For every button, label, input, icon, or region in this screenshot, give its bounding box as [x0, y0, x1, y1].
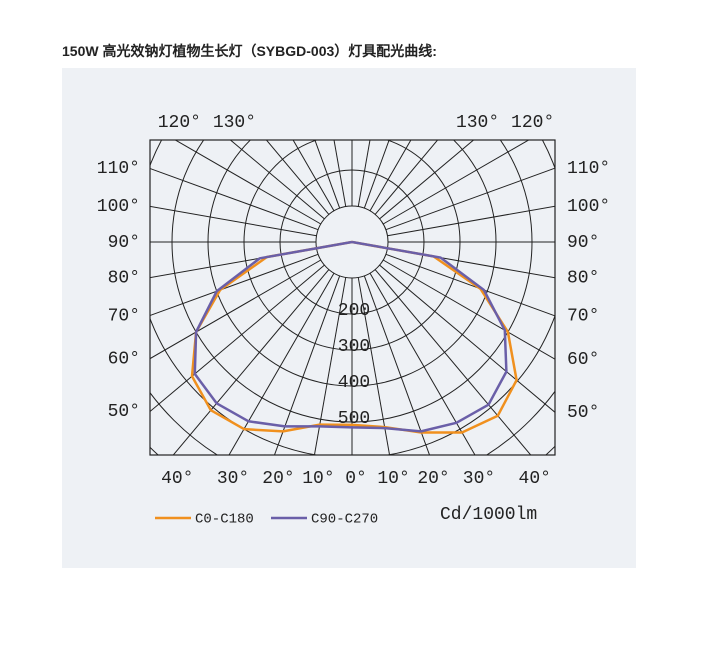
angle-label: 50°: [567, 403, 599, 423]
angle-label: 70°: [567, 307, 599, 327]
angle-label: 40°: [519, 469, 551, 489]
radial-line: [363, 275, 431, 455]
plot-frame: [149, 139, 556, 456]
angle-label: 20°: [417, 469, 449, 489]
angle-label: 80°: [567, 269, 599, 289]
r-tick-label: 400: [338, 373, 370, 393]
radial-line: [385, 253, 555, 317]
radial-line: [228, 272, 335, 455]
radial-line: [382, 140, 530, 225]
angle-label: 60°: [108, 349, 140, 369]
angle-label: 0°: [345, 469, 367, 489]
angle-label: 10°: [377, 469, 409, 489]
radial-line: [379, 140, 475, 220]
angle-label: 110°: [567, 159, 610, 179]
angle-label: 120°: [511, 113, 554, 133]
curves: [190, 240, 518, 434]
angle-label: 40°: [161, 469, 193, 489]
legend-label: C90-C270: [311, 512, 378, 528]
radial-line: [333, 140, 347, 207]
angle-label: 110°: [97, 159, 140, 179]
light-curve: [193, 240, 508, 433]
radial-line: [369, 272, 476, 455]
radial-line: [265, 140, 330, 215]
angle-label: 70°: [108, 306, 140, 326]
radial-line: [313, 277, 347, 455]
radial-line: [357, 277, 391, 455]
radial-line: [150, 259, 322, 360]
unit-label: Cd/1000lm: [440, 505, 537, 525]
radial-line: [385, 167, 555, 231]
radial-line: [174, 140, 322, 225]
radial-line: [363, 140, 390, 209]
angle-label: 50°: [108, 402, 140, 422]
r-tick-label: 200: [338, 301, 370, 321]
angle-label: 100°: [97, 197, 140, 217]
angle-label: 20°: [262, 469, 294, 489]
radial-line: [374, 140, 439, 215]
radial-line: [357, 140, 371, 207]
radial-line: [387, 205, 555, 237]
angle-label: 120°: [158, 113, 201, 133]
radial-line: [273, 275, 341, 455]
radial-line: [292, 140, 335, 212]
angle-label: 10°: [302, 469, 334, 489]
angle-label: 90°: [108, 233, 140, 253]
radial-line: [369, 140, 412, 212]
radial-line: [150, 253, 319, 317]
chart-panel: [62, 68, 636, 568]
angle-label: 90°: [567, 233, 599, 253]
radial-line: [172, 269, 330, 455]
angle-label: 130°: [213, 113, 256, 133]
legend-label: C0-C180: [195, 512, 254, 528]
angle-label: 80°: [108, 268, 140, 288]
radial-line: [374, 269, 532, 455]
angle-label: 30°: [463, 469, 495, 489]
radial-line: [387, 247, 555, 279]
angle-label: 130°: [456, 113, 499, 133]
angle-label: 60°: [567, 350, 599, 370]
radial-line: [229, 140, 325, 220]
radial-line: [382, 259, 555, 360]
caption: 150W 高光效钠灯植物生长灯（SYBGD-003）灯具配光曲线:: [62, 43, 437, 59]
radial-line: [379, 264, 555, 413]
angle-label: 30°: [217, 469, 249, 489]
radial-line: [150, 167, 319, 231]
r-tick-label: 300: [338, 337, 370, 357]
radial-line: [150, 247, 317, 279]
radial-line: [150, 205, 317, 237]
r-tick-label: 500: [338, 409, 370, 429]
radial-line: [150, 264, 325, 413]
radial-line: [314, 140, 341, 209]
angle-label: 100°: [567, 197, 610, 217]
